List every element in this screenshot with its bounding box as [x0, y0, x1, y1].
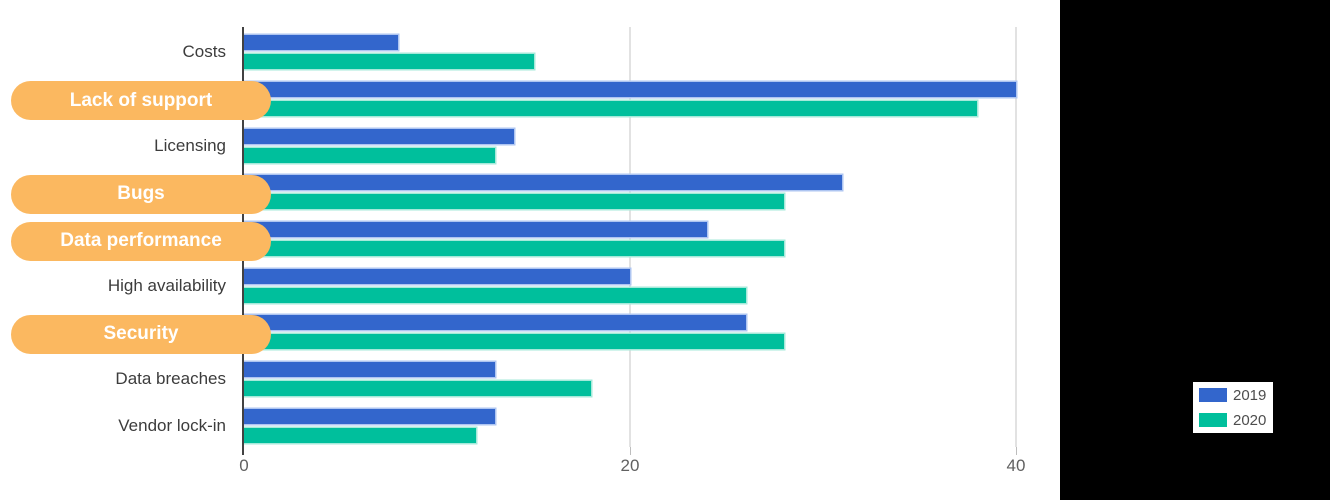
category-axis: Costs Lack of support Licensing Bugs Data pe… [0, 27, 271, 447]
label-row: Lack of support [0, 74, 271, 121]
right-panel: 2019 2020 [1060, 0, 1330, 500]
legend: 2019 2020 [1193, 382, 1273, 433]
bar-2020 [244, 147, 495, 163]
axis-tick [1016, 447, 1017, 455]
bar-2019 [244, 35, 399, 51]
category-label: Data breaches [115, 369, 226, 389]
bar-2019 [244, 221, 708, 237]
category-label: Licensing [154, 135, 226, 155]
plot-area [242, 27, 1060, 455]
bar-2020 [244, 240, 785, 256]
label-row: Bugs [0, 167, 271, 214]
legend-item-2020: 2020 [1193, 413, 1273, 428]
bar-2019 [244, 128, 515, 144]
bar-2019 [244, 268, 630, 284]
bar-2019 [244, 175, 843, 191]
bar-2019 [244, 361, 495, 377]
bar-2020 [244, 427, 476, 443]
chart-row [244, 167, 1060, 214]
highlight-pill: Data performance [11, 221, 271, 261]
chart-row [244, 354, 1060, 401]
label-row: Data performance [0, 214, 271, 261]
bar-2019 [244, 408, 495, 424]
chart-row [244, 260, 1060, 307]
chart-row [244, 307, 1060, 354]
legend-label-2019: 2019 [1233, 386, 1267, 404]
chart-row [244, 120, 1060, 167]
bar-2020 [244, 100, 978, 116]
x-axis: 0 20 40 [0, 447, 1060, 487]
chart-row [244, 74, 1060, 121]
label-row: Costs [0, 27, 244, 74]
legend-label-2020: 2020 [1233, 411, 1267, 429]
highlight-pill: Security [11, 314, 271, 354]
bar-2020 [244, 334, 785, 350]
label-row: Vendor lock-in [0, 400, 244, 447]
category-label: High availability [107, 275, 226, 295]
axis-tick [630, 447, 631, 455]
highlight-pill: Lack of support [11, 81, 271, 121]
gridline [1015, 27, 1017, 447]
label-row: High availability [0, 260, 244, 307]
category-label: Vendor lock-in [118, 415, 226, 435]
highlight-pill: Bugs [11, 174, 271, 214]
bar-2019 [244, 315, 746, 331]
legend-swatch-2019-icon [1199, 388, 1227, 402]
bar-2019 [244, 81, 1016, 97]
axis-tick-label: 40 [1006, 456, 1026, 475]
axis-tick-label: 20 [620, 456, 640, 475]
bar-chart: Costs Lack of support Licensing Bugs Data pe… [0, 27, 1060, 487]
bar-2020 [244, 194, 785, 210]
chart-row [244, 27, 1060, 74]
chart-row [244, 400, 1060, 447]
axis-tick-label: 0 [239, 456, 249, 475]
legend-item-2019: 2019 [1193, 388, 1273, 403]
bar-2020 [244, 380, 592, 396]
gridline [629, 27, 631, 447]
bar-2020 [244, 54, 534, 70]
category-label: Costs [182, 42, 226, 62]
bar-2020 [244, 287, 746, 303]
label-row: Licensing [0, 120, 244, 167]
label-row: Security [0, 307, 271, 354]
chart-row [244, 214, 1060, 261]
legend-swatch-2020-icon [1199, 413, 1227, 427]
label-row: Data breaches [0, 354, 244, 401]
